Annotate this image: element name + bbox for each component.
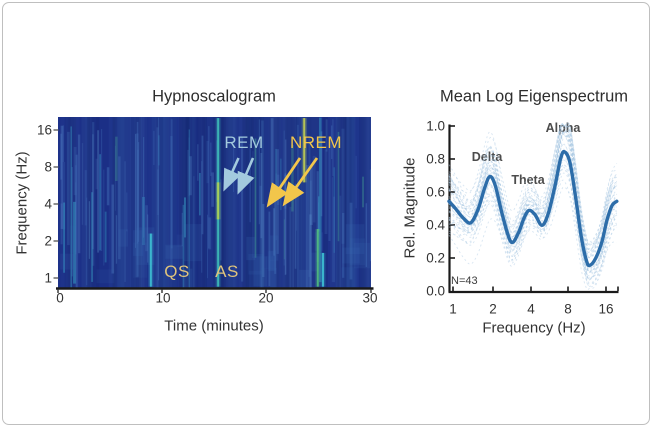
eigenspectrum-ylabel: Rel. Magnitude <box>401 157 419 259</box>
y-tick-0.6: 0.6 <box>426 184 445 200</box>
x-tick-30: 30 <box>362 290 378 306</box>
subject-trace <box>448 153 618 267</box>
subject-trace <box>448 125 618 250</box>
eigenspectrum-plot <box>447 122 619 294</box>
eigenspectrum-xlabel: Frequency (Hz) <box>482 319 586 337</box>
y-tick-0.8: 0.8 <box>426 151 445 167</box>
y-tick-1: 1 <box>44 270 52 286</box>
freq-tick-4: 4 <box>527 301 535 317</box>
theta-peak-label: Theta <box>511 173 545 187</box>
freq-tick-2: 2 <box>489 301 497 317</box>
freq-tick-8: 8 <box>564 301 572 317</box>
x-tick-20: 20 <box>258 290 274 306</box>
freq-tick-1: 1 <box>449 301 457 317</box>
y-tick-8: 8 <box>44 159 52 175</box>
subject-trace <box>448 156 617 253</box>
subject-trace <box>448 123 618 272</box>
hypnoscalogram-title: Hypnoscalogram <box>152 87 276 106</box>
subject-trace <box>448 130 617 251</box>
eigenspectrum-title: Mean Log Eigenspectrum <box>439 87 629 106</box>
subject-trace <box>448 130 618 251</box>
subject-trace <box>448 150 618 279</box>
subject-trace <box>448 186 617 280</box>
as-label: AS <box>215 262 239 281</box>
eigenspectrum-traces <box>447 122 619 291</box>
mean-eigenspectrum-line <box>447 149 619 268</box>
qs-label: QS <box>164 262 190 281</box>
rem-label: REM <box>224 133 264 152</box>
subject-trace <box>448 179 618 291</box>
hypnoscalogram-heatmap <box>58 117 371 288</box>
subject-trace <box>448 143 618 281</box>
subject-trace <box>448 127 618 252</box>
y-tick-1.0: 1.0 <box>426 118 445 134</box>
y-tick-0.2: 0.2 <box>426 250 445 266</box>
subject-trace <box>448 152 618 280</box>
delta-peak-label: Delta <box>471 150 503 164</box>
subject-trace <box>448 123 618 272</box>
alpha-peak-label: Alpha <box>545 121 581 135</box>
x-tick-10: 10 <box>155 290 171 306</box>
y-tick-2: 2 <box>44 233 52 249</box>
hypnoscalogram-ylabel: Frequency (Hz) <box>13 151 31 255</box>
subject-trace <box>448 125 618 259</box>
subject-trace <box>448 122 618 258</box>
subject-trace <box>448 148 618 277</box>
freq-tick-16: 16 <box>598 301 614 317</box>
subject-trace <box>448 129 618 256</box>
subject-trace <box>448 122 618 270</box>
subject-trace <box>448 124 618 259</box>
subject-trace <box>448 151 618 269</box>
y-tick-0.4: 0.4 <box>426 217 445 233</box>
y-tick-4: 4 <box>44 196 52 212</box>
subject-trace <box>448 123 618 258</box>
hypnoscalogram-xlabel: Time (minutes) <box>164 317 264 335</box>
y-tick-0.0: 0.0 <box>426 283 445 299</box>
x-tick-0: 0 <box>56 290 64 306</box>
subject-trace <box>448 172 617 273</box>
y-tick-16: 16 <box>36 122 52 138</box>
n-count-label: N=43 <box>451 275 478 287</box>
nrem-label: NREM <box>289 133 343 152</box>
